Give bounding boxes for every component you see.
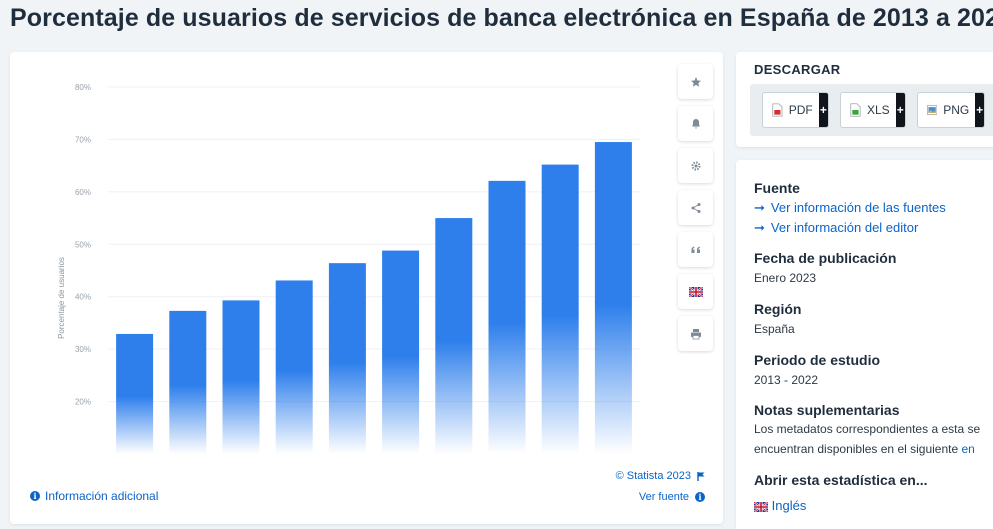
quote-icon bbox=[691, 246, 700, 253]
publisher-info-link[interactable]: ➞ Ver información del editor bbox=[754, 220, 918, 236]
bar-2021[interactable] bbox=[541, 164, 579, 454]
notification-button[interactable] bbox=[678, 106, 713, 141]
open-statistic-heading: Abrir esta estadística en... bbox=[754, 472, 928, 488]
study-period-value: 2013 - 2022 bbox=[754, 373, 819, 387]
y-tick-label: 60% bbox=[75, 188, 91, 197]
source-info-link[interactable]: ➞ Ver información de las fuentes bbox=[754, 200, 946, 216]
source-heading: Fuente bbox=[754, 180, 800, 196]
flag-pennant-icon bbox=[697, 471, 705, 481]
y-tick-label: 80% bbox=[75, 83, 91, 92]
download-pdf-button[interactable]: PDF + bbox=[762, 92, 829, 128]
language-button[interactable] bbox=[678, 274, 713, 309]
download-png-label: PNG bbox=[943, 103, 970, 117]
publication-date-heading: Fecha de publicación bbox=[754, 250, 897, 266]
notes-line-2-text: encuentran disponibles en el siguiente bbox=[754, 442, 959, 456]
download-buttons-area: PDF + XLS + PNG + bbox=[750, 84, 993, 136]
bar-2020[interactable] bbox=[488, 180, 526, 454]
arrow-right-icon: ➞ bbox=[754, 200, 765, 215]
flag-uk-icon bbox=[754, 501, 768, 512]
y-tick-label: 70% bbox=[75, 135, 91, 144]
bell-icon bbox=[691, 118, 700, 128]
png-image-icon bbox=[927, 105, 938, 115]
pdf-file-icon bbox=[772, 103, 783, 117]
publisher-info-link-label: Ver información del editor bbox=[770, 220, 919, 235]
download-xls-label: XLS bbox=[866, 103, 890, 117]
favorite-button[interactable] bbox=[678, 64, 713, 99]
source-info-link-label: Ver información de las fuentes bbox=[770, 200, 946, 215]
notes-link[interactable]: en bbox=[961, 442, 975, 456]
additional-info-link[interactable]: i Información adicional bbox=[30, 489, 158, 503]
download-pdf-plus[interactable]: + bbox=[818, 93, 828, 127]
copyright-label: © Statista 2023 bbox=[615, 470, 691, 482]
info-icon: i bbox=[30, 491, 40, 501]
share-button[interactable] bbox=[678, 190, 713, 225]
print-icon bbox=[690, 328, 701, 339]
additional-info-label: Información adicional bbox=[45, 489, 159, 503]
download-png-plus[interactable]: + bbox=[975, 93, 984, 127]
download-title: DESCARGAR bbox=[754, 62, 841, 77]
statista-copyright[interactable]: © Statista 2023 bbox=[616, 470, 705, 482]
share-icon bbox=[691, 202, 700, 213]
y-axis-label: Porcentaje de usuarios bbox=[57, 257, 66, 339]
view-source-link[interactable]: Ver fuente i bbox=[639, 491, 705, 503]
y-tick-label: 20% bbox=[75, 398, 91, 407]
info-icon: i bbox=[695, 492, 705, 502]
chart-card: 20% 30% 40% 50% 60% 70% 80% Porcentaje de usua… bbox=[10, 52, 723, 524]
region-value: España bbox=[754, 322, 795, 336]
y-tick-label: 50% bbox=[75, 240, 91, 249]
y-tick-label: 40% bbox=[75, 293, 91, 302]
study-period-heading: Periodo de estudio bbox=[754, 352, 881, 368]
gear-icon bbox=[691, 161, 700, 170]
bar-2018[interactable] bbox=[382, 250, 420, 454]
settings-button[interactable] bbox=[678, 148, 713, 183]
bar-2015[interactable] bbox=[222, 300, 260, 454]
chart-toolbar bbox=[678, 64, 714, 358]
xls-file-icon bbox=[850, 103, 861, 117]
bar-2022[interactable] bbox=[594, 142, 632, 455]
statistic-details-panel: Fuente ➞ Ver información de las fuentes ➞… bbox=[736, 160, 993, 529]
notes-heading: Notas suplementarias bbox=[754, 402, 900, 418]
bar-2019[interactable] bbox=[435, 218, 473, 454]
notes-line-2: encuentran disponibles en el siguiente e… bbox=[754, 442, 975, 456]
print-button[interactable] bbox=[678, 316, 713, 351]
cite-button[interactable] bbox=[678, 232, 713, 267]
bar-chart: 20% 30% 40% 50% 60% 70% 80% Porcentaje de usua… bbox=[57, 83, 640, 455]
notes-line-1: Los metadatos correspondientes a esta se bbox=[754, 422, 981, 436]
open-in-english-link[interactable]: Inglés bbox=[754, 498, 806, 513]
bar-2016[interactable] bbox=[275, 280, 313, 454]
bar-2014[interactable] bbox=[169, 310, 207, 454]
page-title: Porcentaje de usuarios de servicios de b… bbox=[10, 4, 993, 32]
download-png-button[interactable]: PNG + bbox=[917, 92, 985, 128]
star-icon bbox=[690, 76, 701, 87]
arrow-right-icon: ➞ bbox=[754, 220, 765, 235]
flag-uk-icon bbox=[688, 286, 703, 297]
bar-2017[interactable] bbox=[328, 263, 366, 454]
region-heading: Región bbox=[754, 301, 802, 317]
bar-2013[interactable] bbox=[116, 333, 154, 454]
y-tick-label: 30% bbox=[75, 345, 91, 354]
download-xls-button[interactable]: XLS + bbox=[840, 92, 906, 128]
download-xls-plus[interactable]: + bbox=[895, 93, 905, 127]
download-panel: DESCARGAR PDF + XLS + PNG + bbox=[736, 52, 993, 147]
open-in-english-label: Inglés bbox=[771, 498, 807, 513]
download-pdf-label: PDF bbox=[788, 103, 813, 117]
view-source-label: Ver fuente bbox=[638, 491, 689, 503]
publication-date-value: Enero 2023 bbox=[754, 271, 817, 285]
